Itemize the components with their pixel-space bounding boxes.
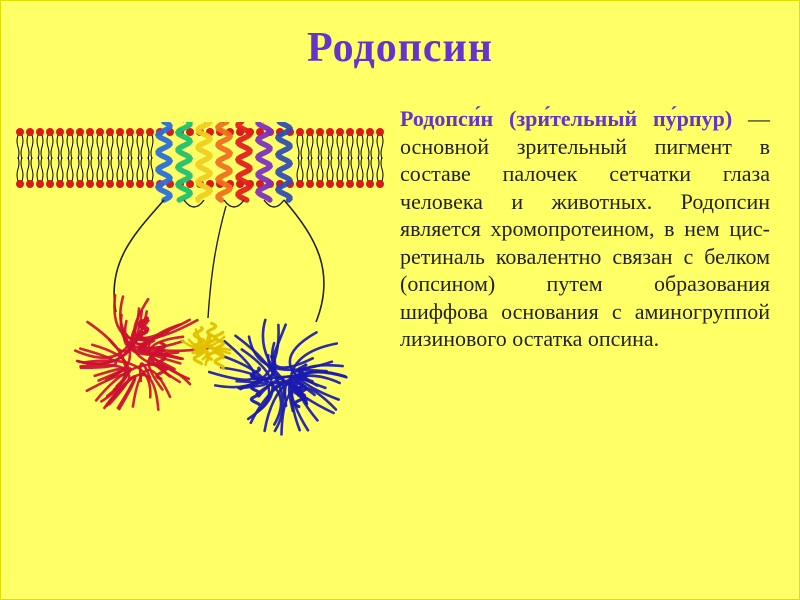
transmembrane-helices bbox=[114, 122, 324, 322]
definition-paragraph: Родопси́н (зри́тельный пу́рпур) — основн… bbox=[400, 105, 770, 353]
slide-title: Родопсин bbox=[0, 24, 800, 72]
definition-body: — основной зрительный пигмент в составе … bbox=[400, 106, 770, 351]
body-text-block: Родопси́н (зри́тельный пу́рпур) — основн… bbox=[400, 105, 770, 353]
g-protein-complex bbox=[75, 295, 346, 434]
rhodopsin-figure bbox=[16, 122, 386, 462]
definition-term: Родопси́н (зри́тельный пу́рпур) bbox=[400, 106, 732, 131]
